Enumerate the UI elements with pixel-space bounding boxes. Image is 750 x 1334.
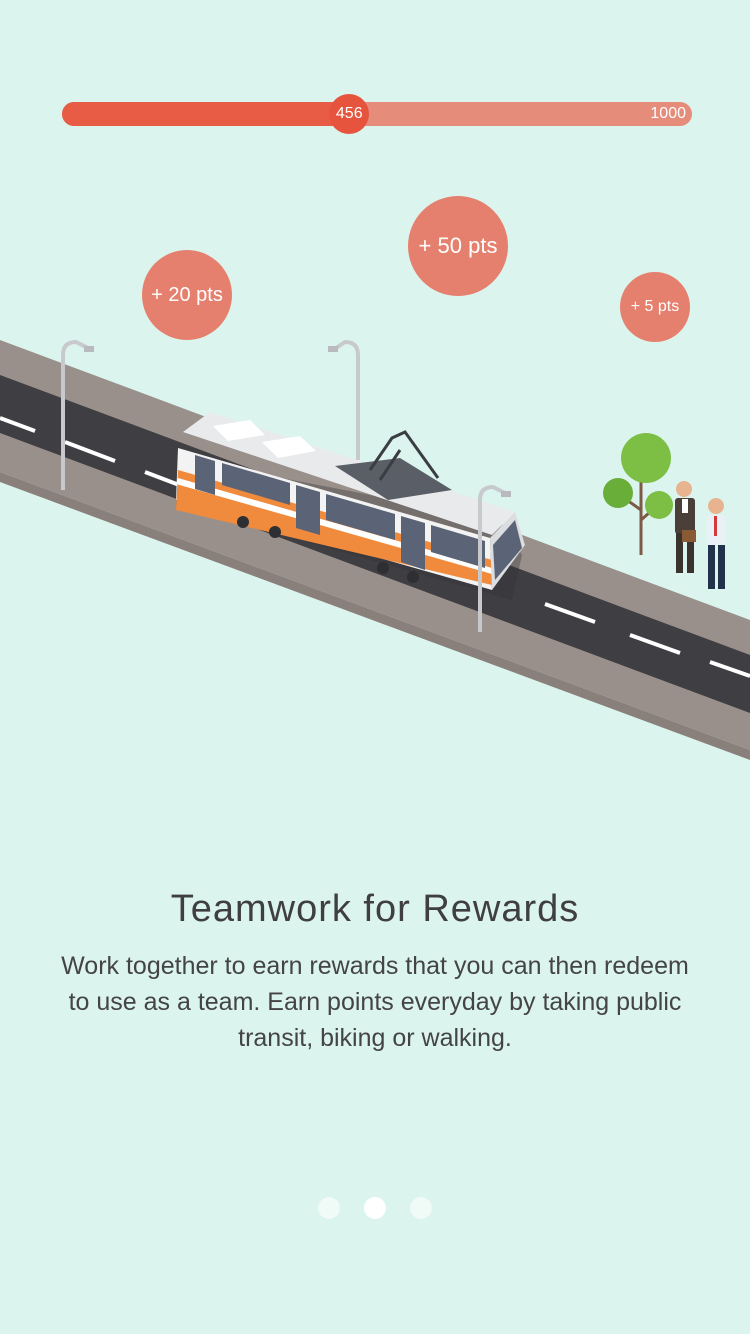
businessman-icon — [675, 481, 696, 573]
street-lamp-icon — [328, 339, 360, 460]
tree-icon — [603, 433, 673, 555]
progress-current-value: 456 — [329, 94, 370, 134]
page-indicator[interactable] — [0, 1197, 750, 1219]
onboarding-title: Teamwork for Rewards — [170, 888, 580, 930]
points-bubble-50: + 50 pts — [408, 196, 508, 296]
page-dot-1[interactable] — [318, 1197, 340, 1219]
street-lamp-icon — [61, 339, 94, 490]
transit-illustration — [0, 339, 750, 760]
page-dot-3[interactable] — [410, 1197, 432, 1219]
progress-max-value: 1000 — [650, 105, 686, 122]
tram-icon — [176, 412, 525, 600]
street-lamp-icon — [478, 484, 511, 632]
pedestrian-icon — [707, 498, 725, 589]
points-bubble-20: + 20 pts — [142, 250, 232, 340]
points-progress-bar: 456 1000 — [62, 94, 692, 134]
points-bubble-5: + 5 pts — [620, 272, 690, 342]
onboarding-description: Work together to earn rewards that you c… — [61, 952, 689, 1052]
progress-fill — [62, 102, 350, 126]
page-dot-2[interactable] — [364, 1197, 386, 1219]
